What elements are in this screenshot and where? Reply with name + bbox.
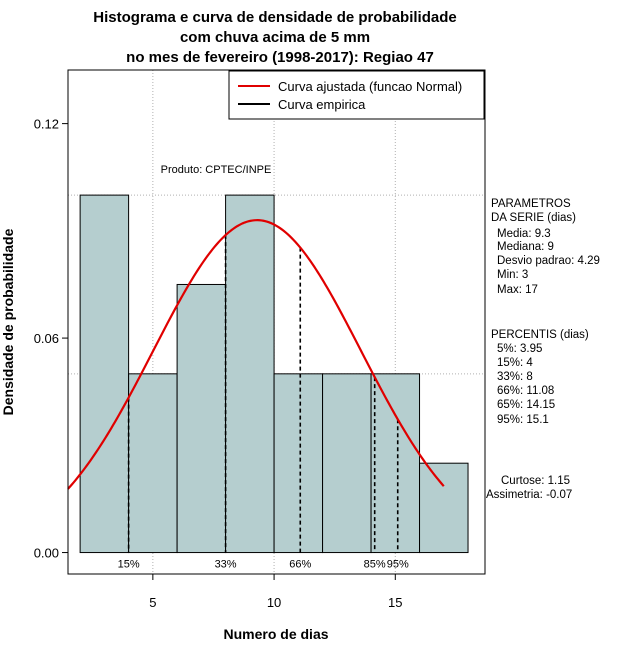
histogram-bar — [322, 373, 372, 554]
legend-empirical-label: Curva empirica — [278, 97, 366, 112]
y-axis-label: Densidade de probabilidade — [0, 228, 16, 415]
pct-15: 15%: 4 — [497, 357, 533, 369]
assimetria: Assimetria: -0.07 — [486, 489, 572, 501]
param-max: Max: 17 — [497, 284, 538, 296]
histogram-bar — [370, 373, 421, 554]
pct-95: 95%: 15.1 — [497, 414, 549, 426]
pct-5: 5%: 3.95 — [497, 343, 542, 355]
param-mediana: Mediana: 9 — [497, 241, 554, 253]
product-note: Produto: CPTEC/INPE — [161, 164, 272, 176]
y-tick-label: 0.00 — [34, 546, 59, 561]
pct-33: 33%: 8 — [497, 371, 533, 383]
histogram-bar — [128, 373, 178, 554]
curve-layer — [67, 219, 445, 490]
percentile-layer: 15% 33% 66% 85% 95% — [118, 235, 409, 571]
percentile-label: 95% — [387, 559, 409, 571]
side-panel: PARAMETROS DA SERIE (dias) Media: 9.3 Me… — [486, 198, 600, 501]
histogram-bar — [225, 194, 275, 554]
histogram-bar — [273, 373, 324, 554]
percentile-label: 15% — [118, 559, 140, 571]
bar-layer — [79, 194, 469, 554]
param-min: Min: 3 — [497, 269, 528, 281]
tick-layer: 0.00 0.06 0.12 5 10 15 — [34, 117, 403, 610]
legend-box — [228, 70, 485, 120]
pct-heading: PERCENTIS (dias) — [491, 329, 589, 341]
curtose: Curtose: 1.15 — [501, 475, 570, 487]
percentile-label: 85% — [364, 559, 386, 571]
param-heading-2: DA SERIE (dias) — [491, 212, 576, 224]
x-tick-label: 10 — [267, 595, 281, 610]
x-axis-label: Numero de dias — [223, 626, 328, 642]
percentile-label: 33% — [215, 559, 237, 571]
pct-85: 65%: 14.15 — [497, 399, 555, 411]
histogram-bar — [176, 283, 227, 554]
y-tick-label: 0.12 — [34, 117, 59, 132]
histogram-bar — [79, 194, 130, 554]
plot-frame — [67, 69, 486, 575]
pct-66: 66%: 11.08 — [497, 385, 554, 397]
legend-fitted-label: Curva ajustada (funcao Normal) — [278, 79, 462, 94]
percentile-label: 66% — [289, 559, 311, 571]
fitted-normal-curve — [67, 219, 445, 490]
chart-title-line-3: no mes de fevereiro (1998-2017): Regiao … — [126, 49, 434, 66]
chart-title-line-2: com chuva acima de 5 mm — [180, 29, 370, 46]
param-media: Media: 9.3 — [497, 228, 551, 240]
param-heading-1: PARAMETROS — [491, 198, 571, 210]
chart-title-line-1: Histograma e curva de densidade de proba… — [93, 9, 456, 26]
x-tick-label: 15 — [388, 595, 402, 610]
x-tick-label: 5 — [149, 595, 156, 610]
histogram-bar — [419, 462, 469, 554]
y-tick-label: 0.06 — [34, 331, 59, 346]
legend: Curva ajustada (funcao Normal) Curva emp… — [228, 70, 485, 120]
param-desvio: Desvio padrao: 4.29 — [497, 255, 600, 267]
